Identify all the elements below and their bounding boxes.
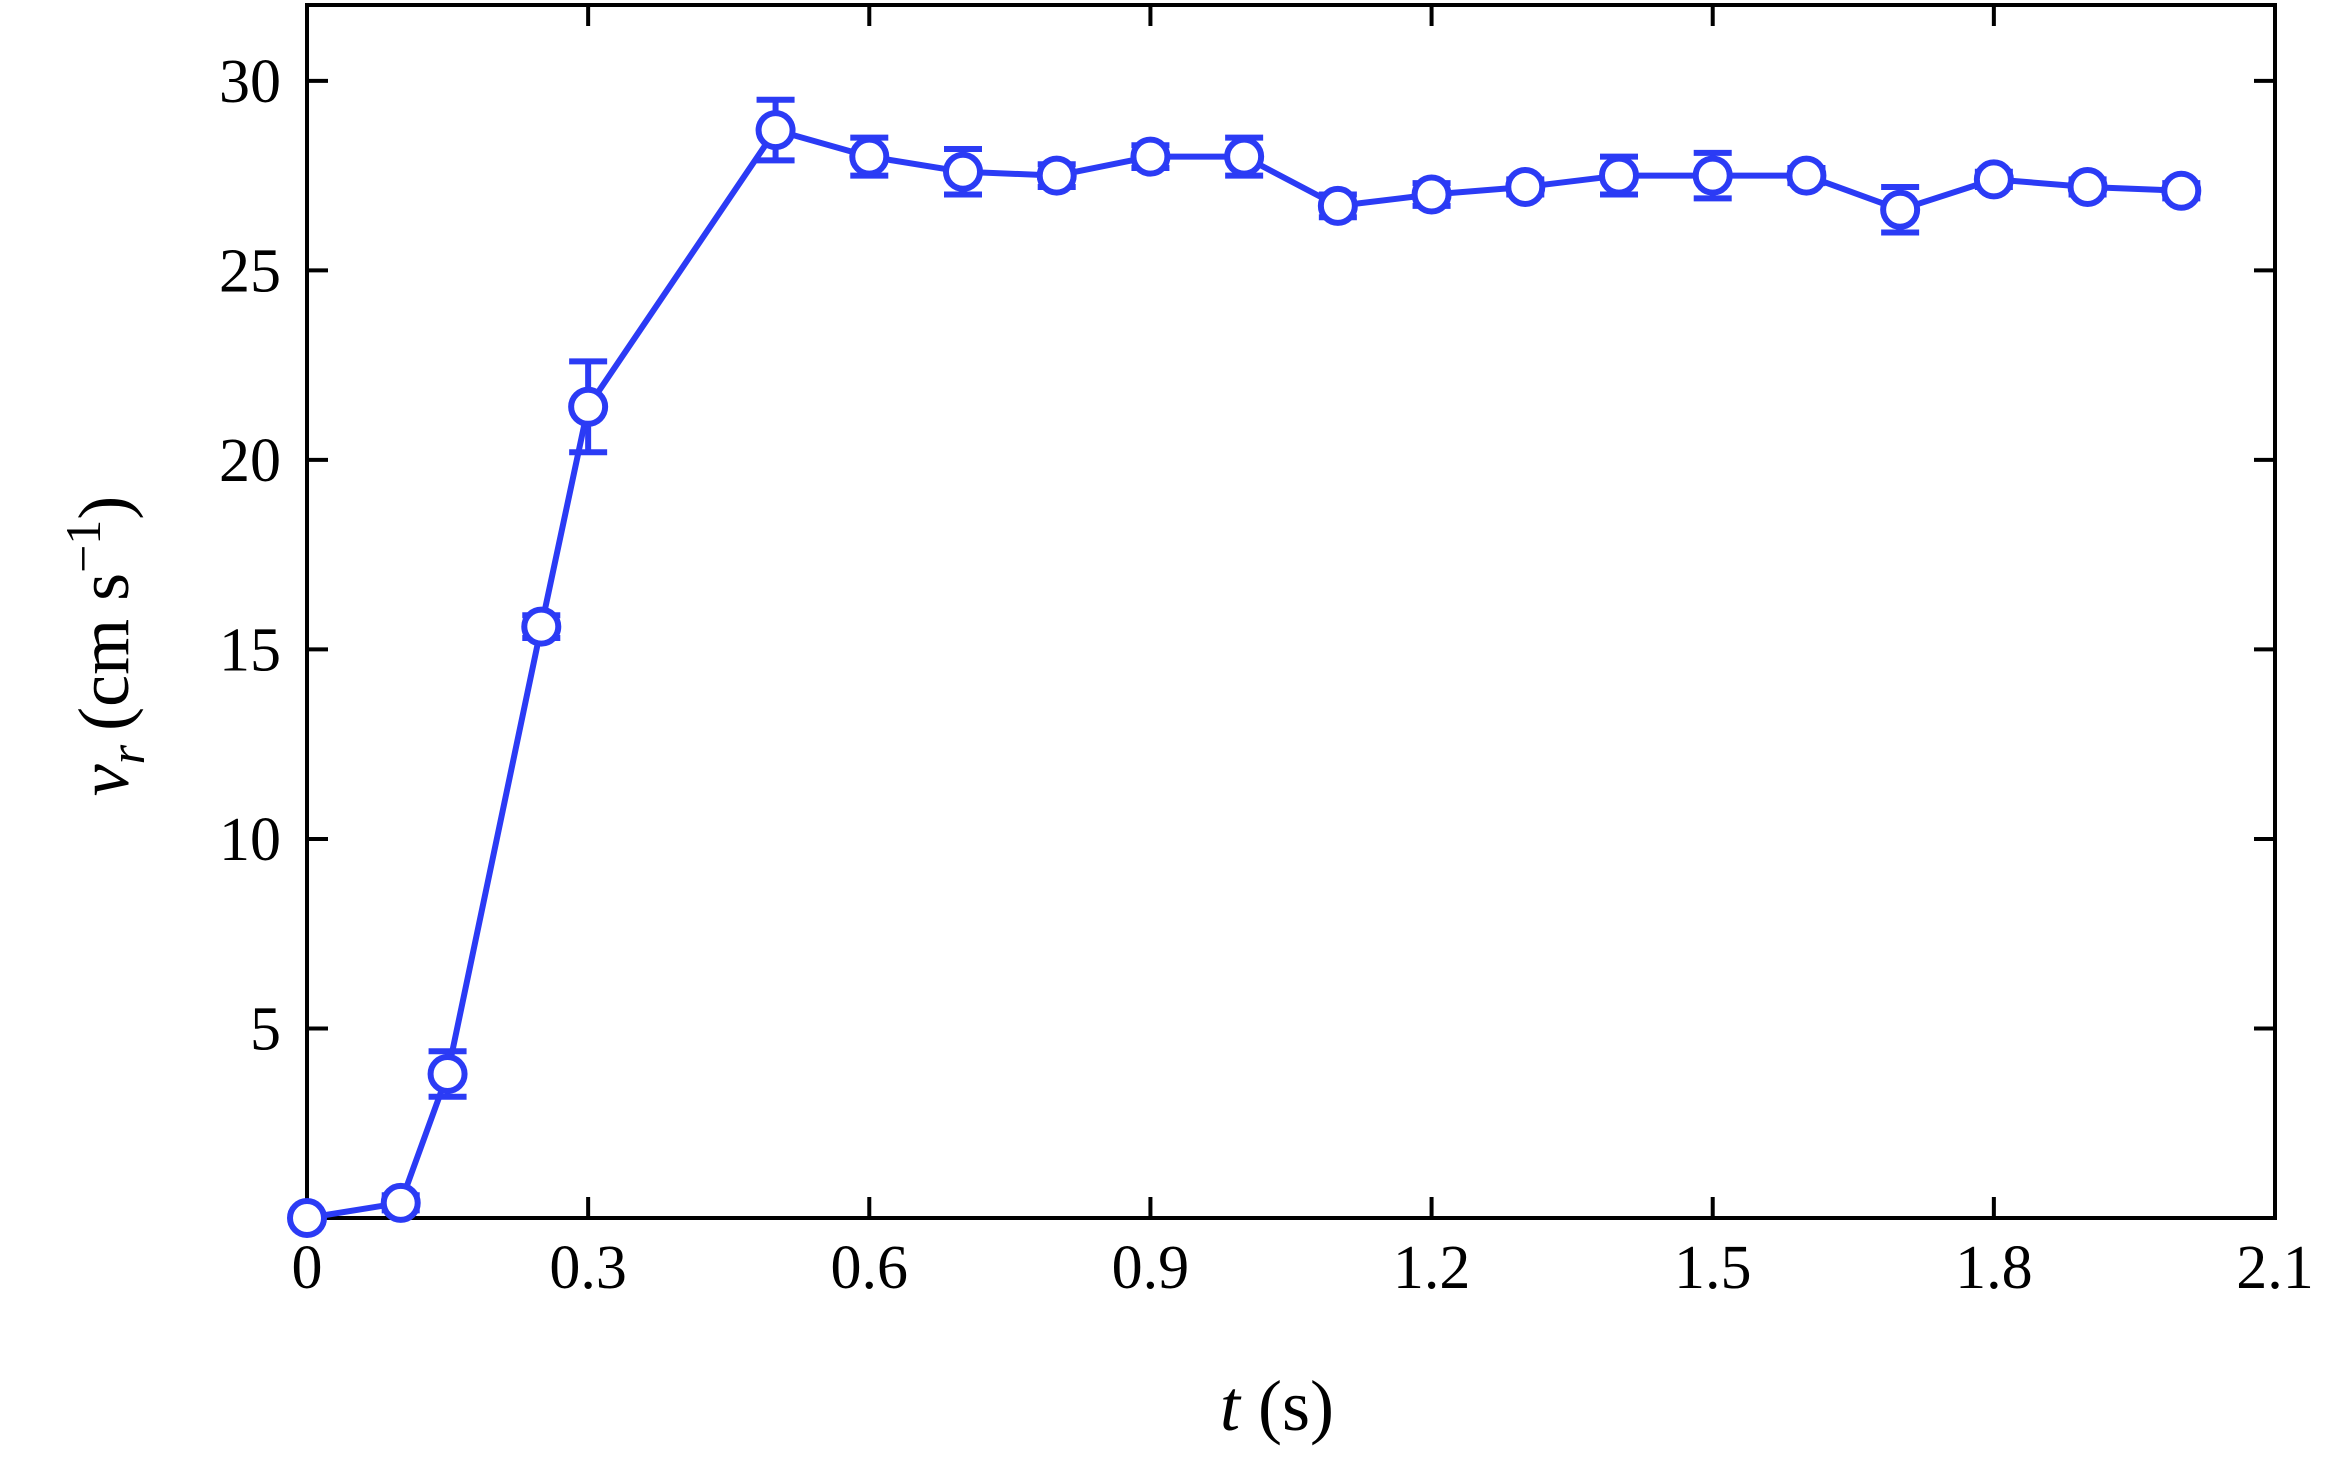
y-label-symbol: v — [64, 764, 144, 796]
data-point — [1599, 155, 1639, 196]
y-tick-label: 15 — [219, 616, 281, 684]
x-tick-label: 2.1 — [2236, 1234, 2314, 1302]
x-tick-label: 1.8 — [1955, 1234, 2033, 1302]
data-point — [1130, 136, 1171, 177]
x-tick-label: 0.3 — [549, 1234, 627, 1302]
y-label-unit: (cm s — [64, 573, 144, 731]
data-point — [521, 606, 562, 647]
data-point — [427, 1053, 468, 1094]
x-tick-label: 0.9 — [1112, 1234, 1190, 1302]
data-point — [380, 1182, 421, 1223]
data-line — [306, 127, 2182, 1221]
y-tick-label: 10 — [219, 806, 281, 874]
data-point — [849, 136, 890, 177]
data-point — [1317, 185, 1358, 226]
x-label-unit: (s) — [1258, 1366, 1334, 1446]
data-point — [755, 110, 796, 151]
axes-frame — [305, 3, 2277, 1220]
x-label-symbol: t — [1220, 1366, 1242, 1446]
data-point — [1692, 155, 1733, 196]
x-tick-label: 1.2 — [1393, 1234, 1471, 1302]
data-point — [1880, 189, 1921, 230]
x-axis-label: t (s) — [1220, 1366, 1334, 1446]
plot-border — [305, 3, 2277, 1220]
y-tick-label: 30 — [219, 48, 281, 116]
y-axis-label: vr (cm s−1) — [55, 496, 155, 797]
data-point — [2067, 166, 2108, 207]
y-tick-label: 20 — [219, 427, 281, 495]
y-label-close: ) — [64, 496, 144, 520]
data-point — [2161, 170, 2202, 211]
data-point — [1036, 155, 1077, 196]
y-tick-label: 5 — [250, 995, 281, 1063]
x-tick-label: 0 — [292, 1234, 323, 1302]
x-tick-label: 1.5 — [1674, 1234, 1752, 1302]
data-point — [568, 386, 609, 427]
x-tick-label: 0.6 — [831, 1234, 909, 1302]
data-point — [943, 151, 983, 192]
data-point — [287, 1198, 327, 1238]
data-point — [1786, 155, 1827, 196]
data-point — [1224, 136, 1265, 177]
y-tick-label: 25 — [219, 237, 281, 305]
data-point — [1505, 166, 1546, 207]
data-point — [1411, 174, 1452, 215]
data-point — [1973, 159, 2014, 200]
y-label-exponent: −1 — [55, 520, 111, 573]
y-label-subscript: r — [99, 744, 155, 764]
